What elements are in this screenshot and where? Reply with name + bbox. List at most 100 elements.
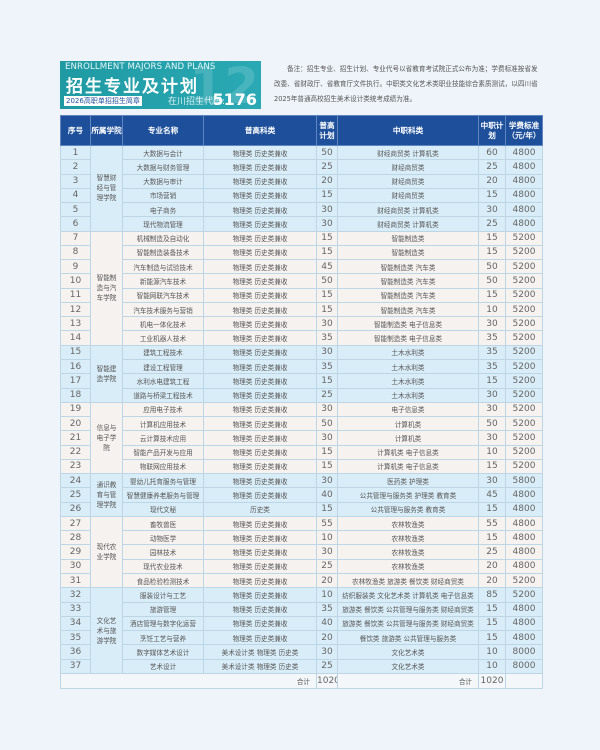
cell-gaozhong-plan: 15	[316, 187, 338, 204]
cell-zhongzhi-plan: 30	[478, 473, 506, 489]
table-row: 36 数字媒体艺术设计 美术设计类 物理类 历史类 30 文化艺术类 10 8000	[60, 644, 543, 660]
cell-zhongzhi-plan: 60	[478, 144, 506, 161]
cell-gaozhong-type: 物理类 历史类兼收	[203, 458, 317, 475]
cell-zhongzhi-plan: 35	[478, 358, 506, 375]
cell-major: 动物医学	[122, 530, 204, 546]
cell-zhongzhi-type: 公共管理与服务类 教育类	[337, 501, 479, 517]
cell-seq: 37	[60, 658, 91, 674]
cell-major: 艺术设计	[122, 658, 204, 674]
cell-gaozhong-plan: 25	[316, 159, 338, 175]
cell-seq: 9	[60, 259, 91, 275]
table-row: 18 道路与桥梁工程技术 物理类 历史类兼收 25 土木水利类 30 5200	[60, 387, 543, 403]
cell-gaozhong-plan: 40	[316, 615, 338, 632]
cell-gaozhong-type: 物理类 历史类兼收	[203, 601, 317, 617]
cell-major: 建设工程管理	[122, 358, 204, 375]
cell-zhongzhi-plan: 15	[478, 287, 506, 303]
cell-college: 智慧财经与管理学院	[90, 145, 123, 232]
cell-gaozhong-plan: 30	[316, 401, 338, 418]
table-row: 11 智能网联汽车技术 物理类 历史类兼收 15 智能制造类 汽车类 15 5200	[60, 287, 543, 303]
cell-gaozhong-plan: 50	[316, 416, 338, 432]
cell-fee: 4800	[505, 501, 543, 517]
cell-gaozhong-type: 物理类 历史类兼收	[203, 216, 317, 232]
cell-zhongzhi-plan: 45	[478, 487, 506, 503]
cell-gaozhong-plan: 35	[316, 330, 338, 346]
cell-gaozhong-plan: 55	[316, 515, 338, 532]
cell-gaozhong-plan: 15	[316, 301, 338, 318]
table-row: 7 智能制造与汽车学院 机械制造及自动化 物理类 历史类兼收 15 智能制造类 15 5200	[60, 230, 543, 346]
cell-gaozhong-plan: 30	[316, 316, 338, 332]
cell-fee: 4800	[505, 487, 543, 503]
cell-seq: 18	[60, 387, 91, 403]
cell-zhongzhi-plan: 15	[478, 501, 506, 517]
cell-zhongzhi-plan: 30	[478, 316, 506, 332]
cell-college: 智能制造与汽车学院	[90, 230, 123, 346]
cell-seq: 13	[60, 316, 91, 332]
cell-zhongzhi-plan: 15	[478, 458, 506, 475]
cell-fee: 4800	[505, 159, 543, 175]
cell-gaozhong-plan: 20	[316, 572, 338, 589]
cell-fee: 5200	[505, 416, 543, 432]
cell-fee: 5200	[505, 230, 543, 246]
cell-gaozhong-type: 物理类 历史类兼收	[203, 187, 317, 204]
cell-zhongzhi-type: 农林牧渔类	[337, 544, 479, 560]
cell-fee: 4800	[505, 187, 543, 204]
cell-major: 服装设计与工艺	[122, 587, 204, 603]
cell-major: 智能制造装备技术	[122, 244, 204, 261]
cell-gaozhong-type: 物理类 历史类兼收	[203, 416, 317, 432]
cell-zhongzhi-type: 旅游类 餐饮类 公共管理与服务类 财经商贸类	[337, 601, 479, 617]
cell-zhongzhi-plan: 20	[478, 572, 506, 589]
cell-major: 婴幼儿托育服务与管理	[122, 473, 204, 489]
cell-fee: 5200	[505, 572, 543, 589]
cell-zhongzhi-type: 计算机类 电子信息类	[337, 444, 479, 460]
table-row: 22 智能产品开发与应用 物理类 历史类兼收 15 计算机类 电子信息类 10 5200	[60, 444, 543, 460]
cell-zhongzhi-type: 医药类 护理类	[337, 473, 479, 489]
cell-major: 大数据与财务管理	[122, 159, 204, 175]
cell-zhongzhi-type: 财经商贸类 计算机类	[337, 216, 479, 232]
cell-gaozhong-plan: 40	[316, 487, 338, 503]
cell-seq: 31	[60, 572, 91, 589]
table-row: 1 智慧财经与管理学院 大数据与会计 物理类 历史类兼收 50 财经商贸类 计算机类 60 4…	[60, 144, 543, 232]
cell-gaozhong-plan: 30	[316, 202, 338, 218]
cell-fee: 4800	[505, 544, 543, 560]
table-row: 24 通识教育与管理学院 婴幼儿托育服务与管理 物理类 历史类兼收 30 医药类 护理类 3…	[60, 473, 543, 517]
cell-zhongzhi-type: 财经商贸类	[337, 173, 479, 189]
cell-fee: 4800	[505, 601, 543, 617]
cell-college: 现代农业学院	[90, 515, 123, 589]
cell-zhongzhi-type: 财经商贸类 计算机类	[337, 144, 479, 161]
cell-seq: 3	[60, 173, 91, 189]
cell-zhongzhi-type: 智能制造类 汽车类	[337, 259, 479, 275]
cell-zhongzhi-plan: 25	[478, 544, 506, 560]
table-row: 10 新能源汽车技术 物理类 历史类兼收 50 智能制造类 汽车类 50 5200	[60, 273, 543, 289]
cell-zhongzhi-type: 计算机类	[337, 416, 479, 432]
cell-gaozhong-type: 物理类 历史类兼收	[203, 330, 317, 346]
cell-gaozhong-plan: 20	[316, 630, 338, 646]
cell-fee: 4800	[505, 530, 543, 546]
cell-fee: 4800	[505, 630, 543, 646]
cell-gaozhong-type: 物理类 历史类兼收	[203, 358, 317, 375]
cell-fee: 5200	[505, 244, 543, 261]
cell-major: 应用电子技术	[122, 401, 204, 418]
cell-major: 机电一体化技术	[122, 316, 204, 332]
cell-seq: 5	[60, 202, 91, 218]
cell-fee: 5200	[505, 287, 543, 303]
cell-gaozhong-type: 物理类 历史类兼收	[203, 173, 317, 189]
cell-major: 道路与桥梁工程技术	[122, 387, 204, 403]
enrollment-table: 序号 所属学院 专业名称 普高科类 普高计划 中职科类 中职计划 学费标准（元/…	[60, 115, 543, 689]
cell-fee: 5200	[505, 587, 543, 603]
cell-major: 食品检验检测技术	[122, 572, 204, 589]
enrollment-code-label: 在川招生代码:	[168, 97, 226, 107]
cell-seq: 30	[60, 558, 91, 574]
cell-seq: 11	[60, 287, 91, 303]
cell-college: 智能建造学院	[90, 344, 123, 403]
cell-zhongzhi-plan: 20	[478, 558, 506, 574]
table-row: 17 水利水电建筑工程 物理类 历史类兼收 15 土木水利类 15 5200	[60, 373, 543, 389]
cell-zhongzhi-type: 智能制造类	[337, 244, 479, 261]
cell-seq: 29	[60, 544, 91, 560]
table-row: 20 计算机应用技术 物理类 历史类兼收 50 计算机类 50 5200	[60, 416, 543, 432]
table-row: 4 市场营销 物理类 历史类兼收 15 财经商贸类 15 4800	[60, 187, 543, 204]
title-banner: 12 ENROLLMENT MAJORS AND PLANS 招生专业及计划 2…	[60, 61, 261, 109]
cell-zhongzhi-type: 土木水利类	[337, 344, 479, 360]
cell-gaozhong-type: 物理类 历史类兼收	[203, 273, 317, 289]
cell-major: 市场营销	[122, 187, 204, 204]
cell-gaozhong-type: 美术设计类 物理类 历史类	[203, 658, 317, 674]
